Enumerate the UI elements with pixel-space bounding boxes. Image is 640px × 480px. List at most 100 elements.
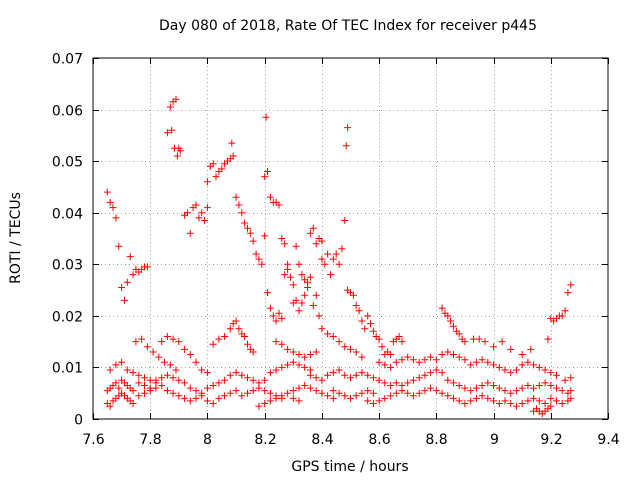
data-point bbox=[186, 351, 194, 358]
x-tick-label: 7.6 bbox=[82, 432, 104, 448]
data-point bbox=[289, 394, 297, 402]
data-point bbox=[168, 126, 176, 134]
x-tick-label: 8.4 bbox=[311, 432, 333, 448]
data-point bbox=[192, 394, 200, 402]
data-point bbox=[118, 284, 126, 291]
data-point bbox=[558, 312, 566, 320]
data-point bbox=[284, 361, 292, 369]
data-point bbox=[324, 392, 332, 400]
data-point bbox=[341, 343, 349, 351]
data-point bbox=[152, 376, 160, 384]
data-point bbox=[455, 382, 463, 389]
data-point bbox=[312, 348, 320, 356]
data-point bbox=[512, 387, 520, 395]
data-point bbox=[292, 296, 300, 304]
x-axis-label: GPS time / hours bbox=[291, 459, 408, 475]
data-point bbox=[209, 400, 217, 407]
data-point bbox=[238, 371, 246, 379]
data-point bbox=[467, 397, 475, 405]
data-point bbox=[324, 371, 332, 379]
data-point bbox=[567, 374, 575, 382]
data-point bbox=[398, 382, 406, 389]
data-point bbox=[261, 387, 269, 395]
data-point bbox=[244, 389, 251, 397]
data-point bbox=[163, 387, 171, 395]
data-point bbox=[404, 389, 412, 397]
data-point bbox=[261, 173, 269, 181]
data-point bbox=[544, 335, 552, 343]
y-tick-label: 0.07 bbox=[52, 52, 83, 68]
data-point bbox=[221, 392, 229, 400]
data-point bbox=[295, 351, 303, 358]
data-point bbox=[158, 382, 166, 389]
data-point bbox=[375, 358, 383, 366]
data-point bbox=[186, 229, 194, 237]
data-point bbox=[318, 376, 326, 384]
y-tick-label: 0.04 bbox=[52, 207, 83, 223]
data-point bbox=[295, 397, 303, 405]
data-point bbox=[301, 382, 309, 389]
data-point bbox=[530, 384, 538, 392]
data-point bbox=[169, 335, 177, 343]
x-tick-label: 9.4 bbox=[597, 432, 619, 448]
data-point bbox=[472, 358, 480, 366]
data-point bbox=[192, 387, 200, 395]
data-point bbox=[244, 374, 251, 382]
data-point bbox=[352, 371, 360, 379]
data-point bbox=[364, 312, 372, 320]
data-point bbox=[329, 369, 337, 377]
data-point bbox=[495, 363, 503, 371]
data-point bbox=[261, 232, 269, 240]
data-point bbox=[295, 361, 303, 369]
data-point bbox=[392, 379, 400, 387]
data-point bbox=[166, 361, 174, 369]
data-point bbox=[315, 312, 323, 320]
data-point bbox=[301, 291, 309, 299]
data-point bbox=[306, 351, 314, 358]
data-point bbox=[232, 369, 240, 377]
data-point bbox=[272, 317, 280, 325]
data-point bbox=[244, 340, 251, 348]
data-point bbox=[118, 358, 126, 366]
data-point bbox=[255, 384, 263, 392]
data-point bbox=[195, 214, 203, 222]
data-point bbox=[558, 400, 566, 407]
data-point bbox=[507, 389, 515, 397]
data-point bbox=[338, 245, 346, 253]
data-point bbox=[198, 392, 206, 400]
data-point bbox=[547, 369, 555, 377]
x-tick-label: 8 bbox=[203, 432, 212, 448]
data-point bbox=[158, 374, 166, 382]
data-point bbox=[209, 160, 217, 168]
data-point bbox=[304, 278, 312, 286]
data-point bbox=[450, 351, 457, 358]
data-point bbox=[112, 214, 120, 222]
data-point bbox=[444, 376, 452, 384]
data-point bbox=[249, 348, 257, 356]
data-point bbox=[266, 389, 274, 397]
data-point bbox=[524, 397, 532, 405]
data-point bbox=[335, 260, 343, 268]
data-point bbox=[258, 260, 266, 268]
data-point bbox=[203, 369, 211, 377]
data-point bbox=[173, 152, 181, 160]
data-point bbox=[278, 363, 286, 371]
data-point bbox=[272, 366, 280, 374]
data-point bbox=[335, 366, 343, 374]
data-point bbox=[163, 333, 171, 340]
data-point bbox=[398, 338, 406, 346]
data-point bbox=[375, 335, 383, 343]
data-point bbox=[175, 376, 183, 384]
data-point bbox=[553, 384, 560, 392]
data-point bbox=[527, 345, 535, 353]
data-point bbox=[272, 338, 280, 346]
data-point bbox=[175, 392, 183, 400]
data-point bbox=[387, 392, 395, 400]
data-point bbox=[395, 333, 403, 340]
data-point bbox=[226, 371, 234, 379]
data-point bbox=[518, 400, 526, 407]
data-point bbox=[261, 376, 269, 384]
data-point bbox=[495, 400, 503, 407]
data-point bbox=[524, 358, 532, 366]
data-point bbox=[175, 338, 183, 346]
